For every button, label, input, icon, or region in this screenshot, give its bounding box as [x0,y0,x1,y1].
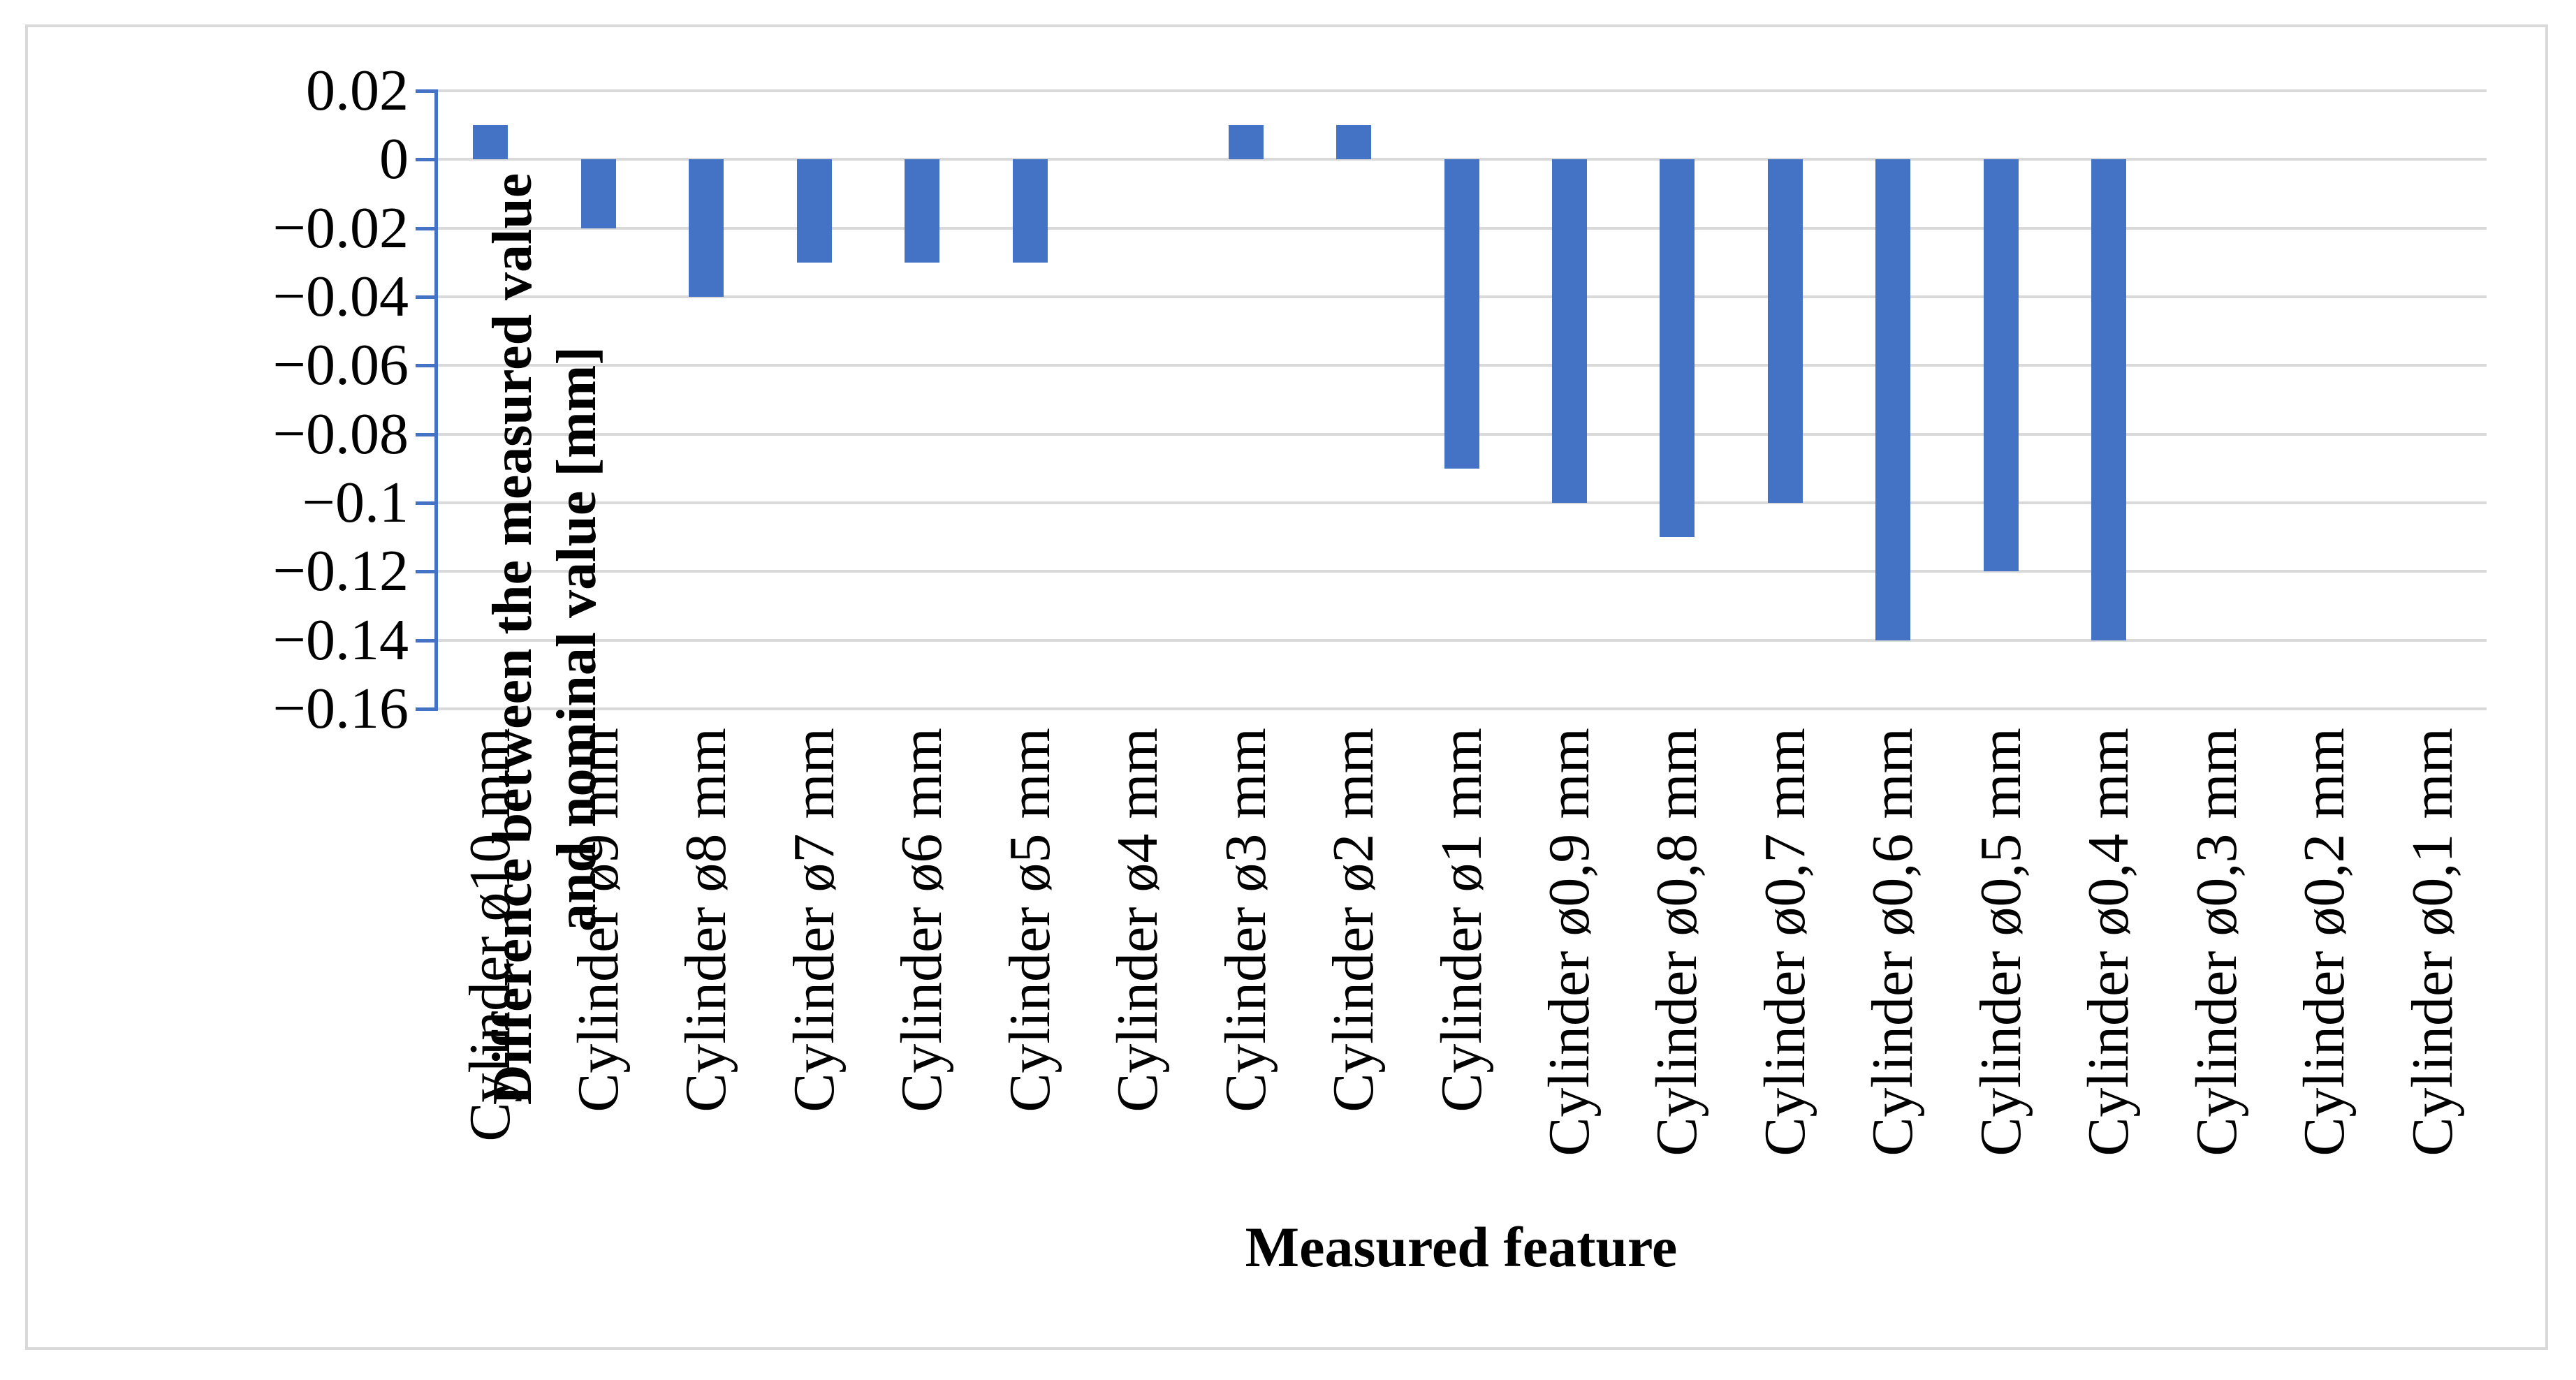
x-category-label: Cylinder ø7 mm [781,728,847,1113]
y-axis-tick [416,501,437,505]
x-category-label: Cylinder ø6 mm [889,728,955,1113]
y-tick-label: −0.08 [272,401,409,467]
gridline [437,570,2487,573]
y-axis-tick [416,707,437,711]
x-category-label: Cylinder ø0,2 mm [2292,728,2357,1157]
y-tick-label: −0.02 [272,195,409,260]
x-category-label: Cylinder ø0,9 mm [1536,728,1602,1157]
bar [1336,125,1372,160]
x-category-label: Cylinder ø3 mm [1213,728,1278,1113]
y-tick-label: 0 [379,126,409,192]
bar [905,159,940,263]
x-axis-title: Measured feature [1245,1215,1678,1279]
bar [2091,159,2127,640]
bar [1228,125,1264,160]
x-category-label: Cylinder ø0,6 mm [1860,728,1926,1157]
y-tick-label: −0.16 [272,676,409,741]
gridline [437,501,2487,504]
gridline [437,638,2487,642]
y-axis-tick [416,364,437,368]
bar [1983,159,2019,572]
gridline [437,89,2487,92]
x-category-label: Cylinder ø1 mm [1428,728,1494,1113]
bar [1875,159,1911,640]
bar [1767,159,1803,503]
x-category-label: Cylinder ø0,8 mm [1644,728,1710,1157]
y-axis-tick [416,638,437,643]
y-axis-tick [416,432,437,436]
bar [473,125,508,160]
y-axis-tick [416,226,437,230]
x-category-label: Cylinder ø0,5 mm [1968,728,2033,1157]
x-category-label: Cylinder ø0,7 mm [1752,728,1817,1157]
y-axis-tick [416,158,437,162]
plot-area: Difference between the measured value an… [437,89,2487,1105]
gridline [437,707,2487,710]
x-category-label: Cylinder ø0,1 mm [2399,728,2465,1157]
y-tick-label: −0.1 [302,470,409,535]
x-category-label: Cylinder ø0,4 mm [2076,728,2142,1157]
x-category-label: Cylinder ø4 mm [1105,728,1171,1113]
bar [1444,159,1479,469]
y-axis-tick [416,570,437,574]
bar [1551,159,1587,503]
y-axis-tick [416,295,437,299]
y-tick-label: −0.14 [272,607,409,673]
x-category-label: Cylinder ø10 mm [458,728,523,1142]
figure-border [25,24,2548,1350]
y-tick-label: 0.02 [306,58,409,123]
y-tick-label: −0.04 [272,264,409,329]
bar [1660,159,1695,538]
x-category-label: Cylinder ø9 mm [565,728,631,1113]
x-category-label: Cylinder ø0,3 mm [2183,728,2249,1157]
bar [689,159,724,297]
y-axis-line [434,89,438,711]
y-axis-tick [416,89,437,93]
x-category-label: Cylinder ø2 mm [1321,728,1386,1113]
x-category-label: Cylinder ø8 mm [673,728,739,1113]
y-tick-label: −0.06 [272,332,409,398]
bar [1012,159,1048,263]
y-tick-label: −0.12 [272,538,409,604]
bar [580,159,616,228]
x-category-label: Cylinder ø5 mm [997,728,1062,1113]
bar [796,159,832,263]
